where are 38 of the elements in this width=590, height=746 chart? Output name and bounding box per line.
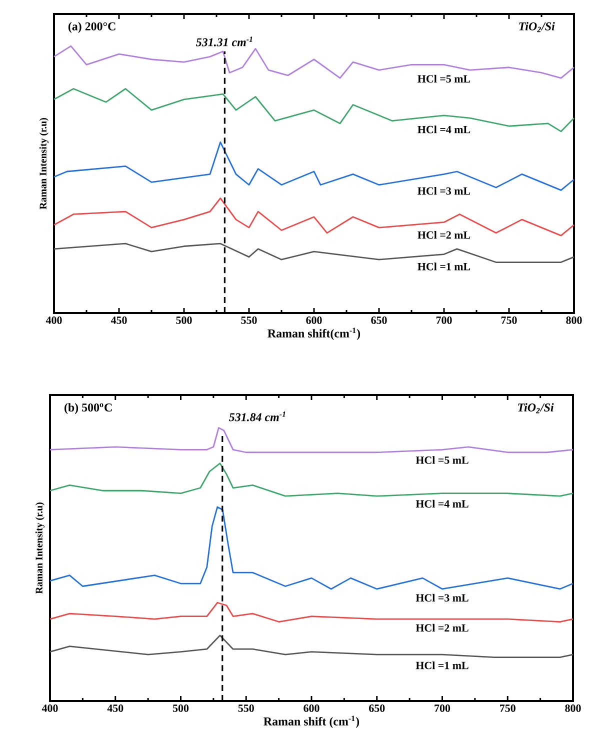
x-tick-label: 800 [565, 704, 581, 712]
x-tick-label: 600 [304, 704, 320, 712]
text: TiO$_{2}$/Si [519, 22, 555, 32]
x-tick-label: 600 [306, 316, 322, 324]
y-axis-title: Raman Intensity (r.u) [39, 118, 48, 210]
series-label: HCl =1 mL [418, 262, 470, 270]
x-tick-label: 750 [501, 316, 517, 324]
series-label: HCl =5 mL [416, 456, 468, 464]
x-tick-label: 700 [436, 316, 452, 324]
series-label: HCl =5 mL [418, 74, 470, 83]
text: (a) 200°C [68, 22, 116, 33]
x-tick-label: 400 [42, 704, 58, 712]
x-tick-label: 550 [238, 704, 254, 712]
y-axis-title: Raman Intensity (r.u) [35, 502, 44, 594]
series-label: HCl =1 mL [416, 661, 468, 670]
text: (b) 500$^{o}$C [64, 403, 112, 414]
x-tick-label: 450 [107, 704, 124, 712]
series-label: HCl =4 mL [418, 126, 470, 134]
series-label: HCl =3 mL [418, 186, 470, 195]
series-label: HCl =3 mL [416, 594, 468, 602]
legend-label: 531.84 cm$^{-1}$ [229, 412, 286, 422]
x-axis-title: Raman shift(cm$^{-1}$) [268, 328, 360, 340]
x-tick-label: 700 [434, 704, 450, 712]
x-tick-label: 650 [371, 316, 387, 324]
text: TiO$_{2}$/Si [518, 403, 554, 414]
x-tick-label: 400 [46, 316, 62, 324]
x-tick-label: 450 [110, 316, 127, 324]
x-tick-label: 500 [176, 316, 192, 324]
x-tick-label: 500 [172, 704, 189, 712]
x-axis-title: Raman shift (cm$^{-1}$) [264, 716, 360, 728]
x-tick-label: 800 [566, 316, 582, 324]
x-tick-label: 550 [241, 316, 257, 324]
x-tick-label: 750 [500, 704, 516, 712]
series-label: HCl =2 mL [416, 624, 468, 632]
x-tick-label: 650 [369, 704, 385, 712]
series-label: HCl =2 mL [418, 231, 470, 239]
ref-line-label: 531.31 cm$^{-1}$ [196, 36, 252, 46]
series-label: HCl =4 mL [416, 500, 468, 508]
